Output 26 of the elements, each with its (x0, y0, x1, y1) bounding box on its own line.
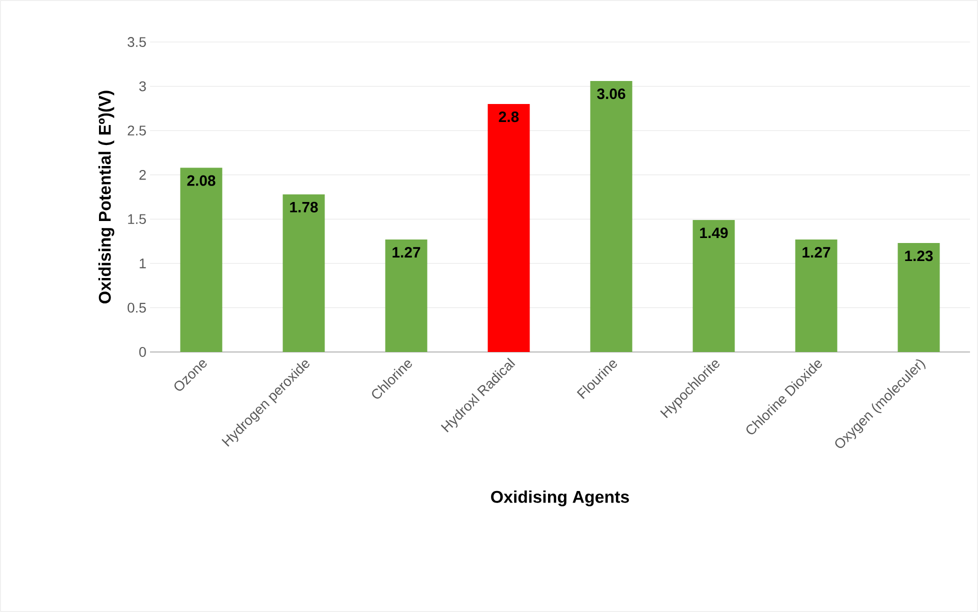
y-tick-label: 0.5 (128, 302, 146, 313)
data-label: 1.78 (290, 202, 318, 212)
y-tick-label: 3.5 (128, 37, 146, 47)
data-label: 3.06 (597, 88, 626, 100)
bar (795, 240, 838, 352)
data-label: 1.23 (905, 250, 933, 262)
bar (488, 104, 530, 352)
bar (385, 240, 428, 352)
data-label: 1.49 (700, 228, 728, 238)
bar (180, 168, 222, 352)
bar (898, 243, 940, 352)
bar (282, 194, 325, 352)
x-axis-title: Oxidising Agents (491, 490, 629, 506)
data-label: 1.27 (392, 247, 420, 258)
y-tick-label: 1 (140, 258, 146, 268)
y-tick-label: 1.5 (128, 214, 146, 224)
bar (692, 220, 735, 352)
y-tick-label: 2.5 (128, 126, 146, 136)
bar (590, 80, 632, 352)
y-tick-label: 0 (139, 347, 146, 357)
data-label: 1.27 (802, 247, 830, 258)
y-tick-label: 3 (139, 81, 146, 92)
data-label: 2.08 (187, 175, 216, 186)
y-tick-label: 2 (139, 170, 146, 180)
data-label: 2.8 (498, 112, 519, 122)
y-axis-title: Oxidising Potential ( Eº)(V) (98, 90, 114, 304)
